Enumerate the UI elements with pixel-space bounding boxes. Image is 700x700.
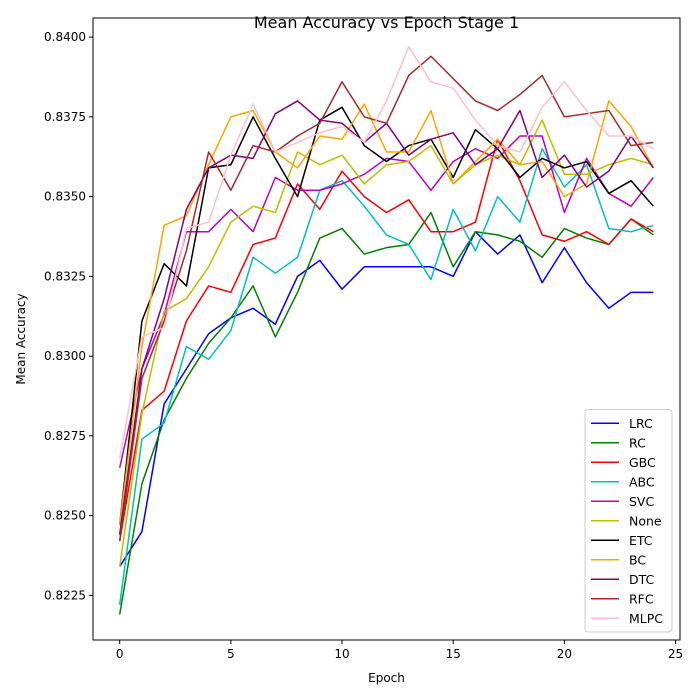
- series-line-rc: [118, 211, 654, 615]
- series-line-svc: [118, 135, 654, 468]
- y-tick-label: 0.8300: [44, 349, 86, 363]
- legend-label-svc: SVC: [629, 494, 654, 509]
- x-tick-label: 20: [557, 647, 572, 661]
- legend-label-mlpc: MLPC: [629, 611, 663, 626]
- series-line-lrc: [119, 230, 654, 568]
- legend-label-abc: ABC: [629, 474, 655, 489]
- x-tick-label: 5: [227, 647, 235, 661]
- y-tick-label: 0.8275: [44, 429, 86, 443]
- series-line-mlpc: [118, 45, 654, 459]
- plot-frame: [92, 17, 681, 641]
- legend: LRC RC GBC ABC SVC None ETC BC DTC RFC MLPC: [584, 409, 673, 633]
- y-tick-label: 0.8250: [44, 509, 86, 523]
- y-tick-label: 0.8375: [44, 110, 86, 124]
- y-tick-label: 0.8225: [44, 588, 86, 602]
- y-tick-label: 0.8350: [44, 190, 86, 204]
- x-axis: 0 5 10 15 20 25: [116, 640, 683, 661]
- x-tick-label: 25: [668, 647, 683, 661]
- y-tick-label: 0.8325: [44, 269, 86, 283]
- series-line-gbc: [118, 138, 654, 542]
- x-tick-label: 15: [446, 647, 461, 661]
- x-tick-label: 10: [334, 647, 349, 661]
- y-axis-label: Mean Accuracy: [14, 293, 28, 384]
- plot-lines: [118, 45, 654, 615]
- legend-label-lrc: LRC: [629, 416, 653, 431]
- legend-box: [584, 409, 673, 633]
- legend-label-etc: ETC: [629, 533, 653, 548]
- legend-label-gbc: GBC: [629, 455, 656, 470]
- chart-title: Mean Accuracy vs Epoch Stage 1: [254, 13, 519, 32]
- series-line-abc: [118, 148, 654, 606]
- y-tick-label: 0.8400: [44, 30, 86, 44]
- series-line-rfc: [118, 55, 654, 542]
- legend-label-rfc: RFC: [629, 591, 654, 606]
- legend-label-dtc: DTC: [629, 572, 655, 587]
- series-line-bc: [118, 100, 654, 526]
- legend-label-rc: RC: [629, 435, 646, 450]
- legend-label-bc: BC: [629, 552, 646, 567]
- series-line-none: [118, 119, 654, 567]
- y-axis: 0.8225 0.8250 0.8275 0.8300 0.8325 0.8350 0.83…: [44, 30, 93, 602]
- x-axis-label: Epoch: [368, 671, 405, 685]
- legend-label-none: None: [629, 513, 662, 528]
- x-tick-label: 0: [116, 647, 124, 661]
